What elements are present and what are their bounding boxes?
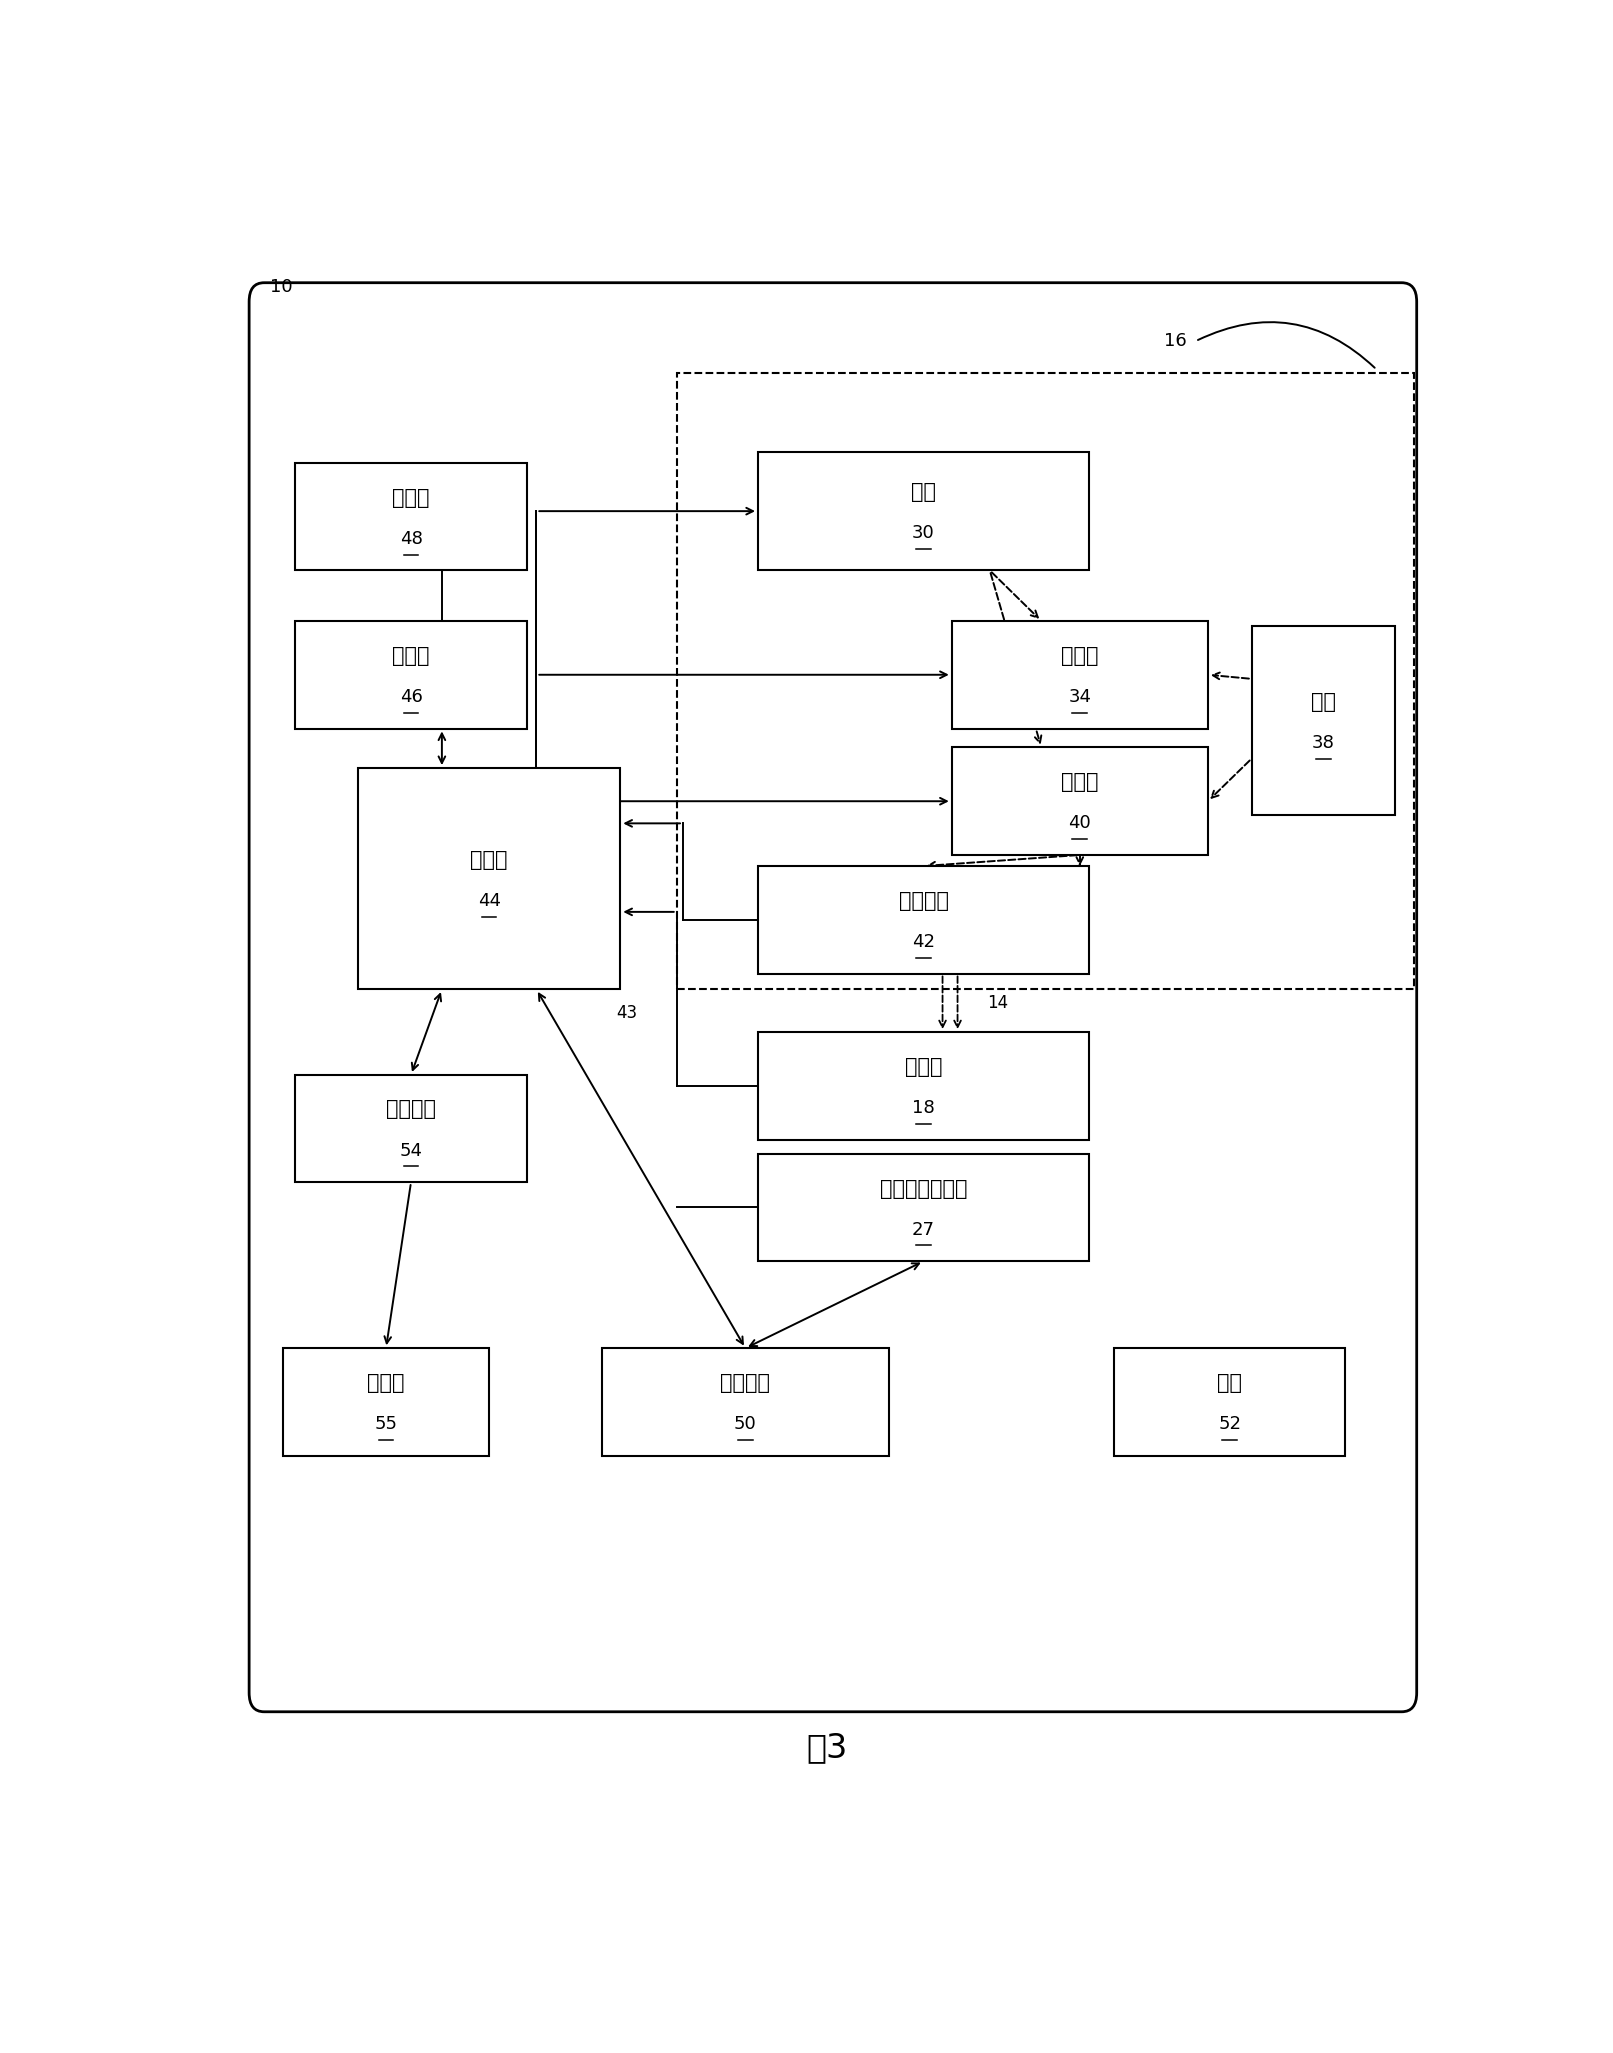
Text: 滤光器: 滤光器 [1061,772,1098,792]
Bar [758,452,1089,571]
FancyBboxPatch shape [248,283,1416,1712]
Text: 光源: 光源 [911,482,936,503]
Text: 加热元件: 加热元件 [386,1100,436,1119]
Bar [295,1074,526,1183]
Text: 44: 44 [477,891,500,909]
Bar [952,620,1208,729]
Text: 槽传感器触发器: 槽传感器触发器 [879,1178,968,1199]
Text: 46: 46 [400,688,423,706]
Text: 42: 42 [911,932,936,951]
Text: 27: 27 [911,1222,936,1238]
Bar [1252,626,1395,815]
Text: 透镜: 透镜 [1311,692,1336,712]
Text: 聚光透镜: 聚光透镜 [898,891,948,912]
Text: 存储器: 存储器 [392,647,429,665]
Text: 电源: 电源 [1218,1373,1242,1394]
Text: 52: 52 [1218,1415,1242,1433]
Bar [1115,1349,1345,1456]
Text: 盘电机: 盘电机 [392,489,429,507]
Bar [295,462,526,571]
Text: 48: 48 [400,530,423,548]
Text: 18: 18 [913,1098,936,1117]
Text: 10: 10 [271,279,294,296]
Bar [952,747,1208,854]
Bar [758,1033,1089,1139]
Text: 激光器: 激光器 [368,1373,405,1394]
Text: 滤光器: 滤光器 [1061,647,1098,665]
Bar [282,1349,489,1456]
Bar [758,1154,1089,1261]
Text: 16: 16 [1165,333,1187,351]
Bar [758,866,1089,973]
Text: 34: 34 [1068,688,1092,706]
Bar [677,374,1415,990]
Bar [602,1349,889,1456]
Text: 通信接口: 通信接口 [721,1373,771,1394]
Text: 处理器: 处理器 [471,850,508,870]
Text: 54: 54 [400,1141,423,1160]
Bar [295,620,526,729]
Text: 38: 38 [1311,733,1336,751]
Bar [358,768,621,990]
Text: 14: 14 [987,994,1008,1012]
Text: 55: 55 [374,1415,397,1433]
Text: 50: 50 [734,1415,756,1433]
Text: 43: 43 [616,1004,637,1022]
Text: 30: 30 [913,524,936,542]
Text: 检测器: 检测器 [905,1057,942,1078]
Text: 40: 40 [1068,815,1090,831]
Text: 图3: 图3 [806,1731,847,1766]
